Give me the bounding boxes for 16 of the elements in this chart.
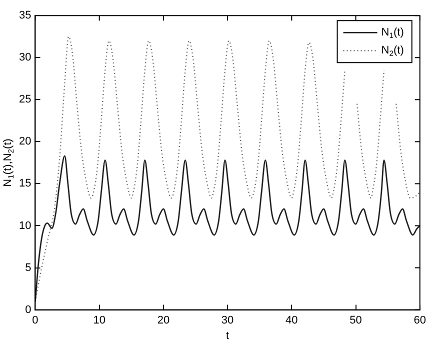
y-tick-label: 25: [18, 94, 32, 106]
x-tick-label: 20: [157, 314, 170, 326]
line-series: [35, 155, 420, 302]
x-tick-label: 50: [350, 314, 362, 326]
y-tick-label: 20: [18, 136, 32, 148]
y-tick-label: 35: [18, 10, 32, 22]
y-tick-label: 15: [18, 178, 32, 190]
x-tick-label: 60: [414, 314, 426, 326]
x-tick-label: 40: [286, 314, 298, 326]
y-tick-label: 0: [25, 304, 32, 316]
y-tick-label: 10: [18, 220, 32, 232]
y-tick-label: 30: [18, 52, 32, 64]
x-tick-label: 30: [221, 314, 234, 326]
x-tick-label: 10: [93, 314, 106, 326]
x-axis-title: t: [226, 330, 230, 342]
y-tick-label: 5: [25, 262, 32, 274]
